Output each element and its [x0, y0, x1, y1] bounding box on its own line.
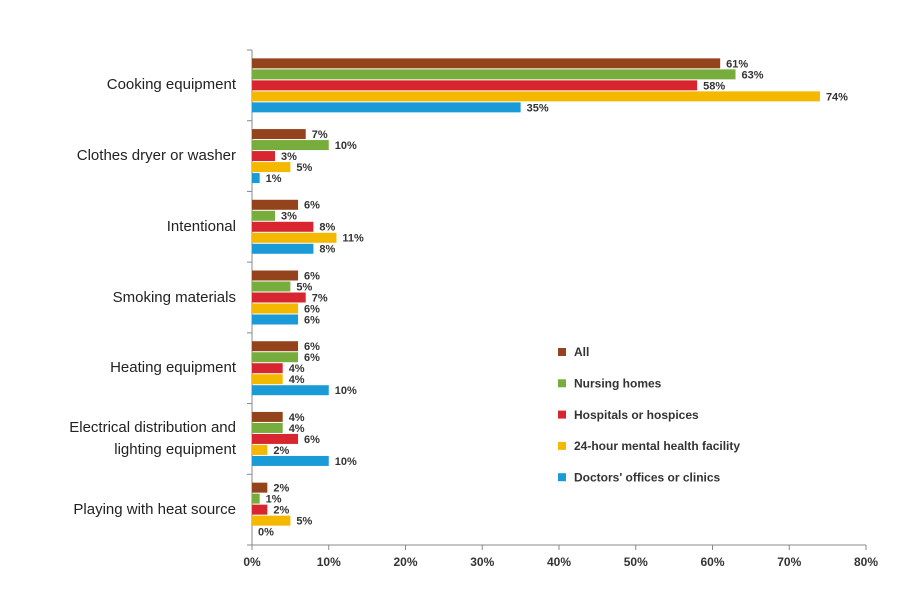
value-label: 7% [312, 129, 328, 141]
value-label: 4% [289, 412, 305, 424]
bar [252, 341, 299, 352]
bar [252, 422, 283, 433]
legend-swatch [558, 410, 566, 419]
bar [252, 69, 736, 80]
bar [252, 303, 299, 314]
bar [252, 162, 291, 173]
bar [252, 352, 299, 363]
legend-swatch [558, 348, 566, 356]
legend-swatch [558, 379, 566, 388]
bar [252, 515, 291, 526]
bar [252, 173, 260, 184]
value-label: 6% [304, 200, 320, 212]
bar [252, 314, 299, 325]
bar [252, 444, 268, 455]
legend-label: 24-hour mental health facility [574, 439, 740, 453]
bar [252, 281, 291, 292]
bar [252, 102, 521, 113]
value-label: 6% [304, 341, 320, 353]
value-label: 61% [726, 58, 748, 70]
value-label: 10% [335, 385, 357, 397]
bar [252, 91, 820, 102]
bar [252, 385, 329, 396]
value-label: 6% [304, 352, 320, 364]
x-tick-label: 70% [777, 555, 801, 569]
value-label: 2% [273, 483, 289, 495]
bar [252, 292, 306, 303]
value-label: 2% [273, 505, 289, 517]
value-label: 3% [281, 151, 297, 163]
value-label: 2% [273, 445, 289, 457]
x-tick-label: 20% [393, 555, 417, 569]
value-label: 7% [312, 292, 328, 304]
legend-label: Doctors' offices or clinics [574, 470, 721, 484]
value-label: 1% [266, 173, 282, 185]
value-label: 4% [289, 423, 305, 435]
value-label: 63% [742, 69, 764, 81]
bar [252, 493, 260, 504]
bar [252, 80, 698, 91]
bar [252, 411, 283, 422]
category-label: Clothes dryer or washer [76, 147, 236, 165]
x-tick-label: 40% [547, 555, 571, 569]
legend-label: Hospitals or hospices [574, 408, 699, 422]
x-tick-label: 0% [243, 555, 261, 569]
value-label: 74% [826, 91, 848, 103]
value-label: 5% [296, 516, 312, 528]
value-label: 6% [304, 270, 320, 282]
category-label: Heating equipment [110, 359, 236, 377]
x-tick-label: 10% [317, 555, 341, 569]
bar [252, 270, 299, 281]
value-label: 11% [342, 233, 364, 245]
category-label: Intentional [166, 217, 236, 235]
bar [252, 129, 306, 140]
value-label: 8% [319, 244, 335, 256]
legend-swatch [558, 441, 566, 450]
value-label: 3% [281, 211, 297, 223]
value-label: 1% [266, 494, 282, 506]
value-label: 0% [258, 527, 274, 539]
bar [252, 140, 329, 151]
bar [252, 363, 283, 374]
legend-label: Nursing homes [574, 376, 662, 390]
x-tick-label: 50% [624, 555, 648, 569]
value-label: 6% [304, 314, 320, 326]
category-label: Electrical distribution and lighting equ… [69, 418, 236, 458]
bar [252, 455, 329, 466]
bar [252, 482, 268, 493]
legend-swatch [558, 473, 566, 482]
bar [252, 210, 276, 221]
bar [252, 151, 276, 162]
value-label: 8% [319, 222, 335, 234]
value-label: 4% [289, 374, 305, 386]
x-tick-label: 30% [470, 555, 494, 569]
bar [252, 58, 721, 69]
bar [252, 232, 337, 243]
category-label: Cooking equipment [106, 76, 236, 94]
value-label: 5% [296, 281, 312, 293]
bar [252, 374, 283, 385]
value-label: 6% [304, 434, 320, 446]
value-label: 5% [296, 162, 312, 174]
value-label: 4% [289, 363, 305, 375]
bar [252, 433, 299, 444]
legend-label: All [574, 345, 589, 359]
bar [252, 243, 314, 254]
value-label: 10% [335, 140, 357, 152]
value-label: 6% [304, 303, 320, 315]
value-label: 35% [527, 102, 549, 114]
value-label: 10% [335, 456, 357, 468]
bar [252, 199, 299, 210]
bar [252, 504, 268, 515]
value-label: 58% [703, 80, 725, 92]
bar [252, 221, 314, 232]
category-label: Smoking materials [112, 288, 236, 306]
x-tick-label: 60% [700, 555, 724, 569]
x-tick-label: 80% [854, 555, 878, 569]
category-label: Playing with heat source [73, 500, 236, 518]
